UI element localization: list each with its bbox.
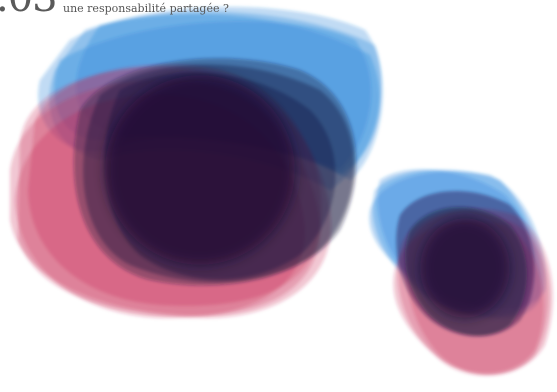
section-caption: une responsabilité partagée ? [63,2,229,15]
right-blob-cluster [369,169,553,376]
section-number: .03 [0,0,58,18]
left-blob-cluster [10,6,383,319]
